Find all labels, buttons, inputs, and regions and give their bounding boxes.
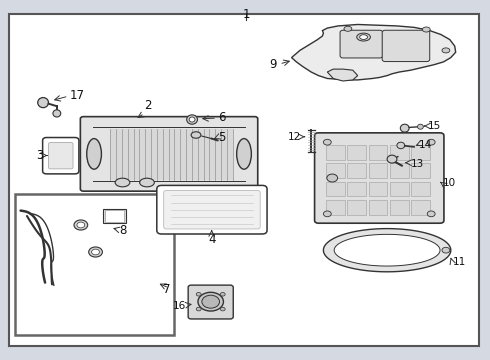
Ellipse shape (237, 139, 251, 169)
Ellipse shape (360, 35, 368, 39)
Bar (368, 200, 388, 215)
Ellipse shape (323, 211, 331, 217)
Ellipse shape (198, 292, 223, 311)
Bar (390, 200, 409, 215)
Text: 1: 1 (242, 8, 250, 21)
Ellipse shape (53, 110, 61, 117)
Ellipse shape (92, 249, 99, 255)
Ellipse shape (327, 174, 338, 182)
Text: 16: 16 (173, 301, 186, 311)
FancyBboxPatch shape (43, 138, 79, 174)
Ellipse shape (442, 48, 450, 53)
Ellipse shape (427, 211, 435, 217)
Bar (326, 182, 344, 197)
Ellipse shape (220, 292, 225, 296)
Polygon shape (334, 234, 440, 266)
Text: 17: 17 (70, 89, 85, 102)
Text: 6: 6 (219, 111, 226, 124)
Ellipse shape (400, 124, 409, 132)
Bar (347, 182, 366, 197)
Ellipse shape (397, 142, 405, 149)
Ellipse shape (196, 307, 201, 311)
Text: 3: 3 (36, 149, 43, 162)
Ellipse shape (115, 178, 130, 187)
Polygon shape (292, 24, 456, 80)
Text: 10: 10 (442, 178, 456, 188)
Text: 7: 7 (163, 283, 171, 296)
Ellipse shape (387, 155, 397, 163)
Text: 5: 5 (219, 131, 226, 144)
Bar (347, 200, 366, 215)
Text: 14: 14 (419, 140, 432, 150)
Ellipse shape (202, 295, 220, 308)
Bar (326, 145, 344, 159)
Bar (390, 163, 409, 178)
FancyBboxPatch shape (80, 117, 258, 191)
Ellipse shape (89, 247, 102, 257)
Ellipse shape (196, 292, 201, 296)
Bar (368, 145, 388, 159)
Bar (347, 145, 366, 159)
Text: 15: 15 (428, 121, 441, 131)
Ellipse shape (357, 33, 370, 41)
FancyBboxPatch shape (164, 190, 260, 229)
Bar (103, 209, 126, 223)
Ellipse shape (187, 115, 197, 124)
Polygon shape (323, 229, 451, 272)
Text: 9: 9 (270, 58, 277, 71)
Polygon shape (327, 69, 358, 81)
Text: 11: 11 (453, 257, 466, 267)
Bar (411, 163, 430, 178)
FancyBboxPatch shape (49, 143, 73, 169)
FancyBboxPatch shape (340, 30, 383, 58)
Bar (105, 210, 124, 222)
Ellipse shape (344, 26, 352, 31)
Text: 12: 12 (288, 132, 301, 142)
Bar (347, 163, 366, 178)
Ellipse shape (77, 222, 85, 228)
Bar (390, 145, 409, 159)
Bar (326, 200, 344, 215)
Text: 2: 2 (144, 99, 152, 112)
Bar (368, 163, 388, 178)
FancyBboxPatch shape (382, 30, 430, 62)
FancyBboxPatch shape (188, 285, 233, 319)
Ellipse shape (189, 117, 195, 122)
Ellipse shape (191, 132, 201, 138)
Ellipse shape (427, 139, 435, 145)
Bar (390, 182, 409, 197)
Bar (326, 163, 344, 178)
FancyBboxPatch shape (157, 185, 267, 234)
Bar (411, 200, 430, 215)
Ellipse shape (74, 220, 88, 230)
Text: 4: 4 (208, 233, 216, 246)
Bar (411, 145, 430, 159)
Ellipse shape (220, 307, 225, 311)
Ellipse shape (140, 178, 154, 187)
FancyBboxPatch shape (315, 133, 444, 223)
Ellipse shape (38, 98, 49, 108)
Ellipse shape (422, 27, 430, 32)
Ellipse shape (87, 139, 101, 169)
Bar (411, 182, 430, 197)
Text: 13: 13 (411, 159, 424, 169)
Bar (368, 182, 388, 197)
Bar (110, 129, 233, 180)
Ellipse shape (323, 139, 331, 145)
Text: 8: 8 (120, 224, 127, 237)
Ellipse shape (417, 124, 423, 129)
Ellipse shape (442, 247, 450, 253)
Bar (15, 194, 174, 335)
